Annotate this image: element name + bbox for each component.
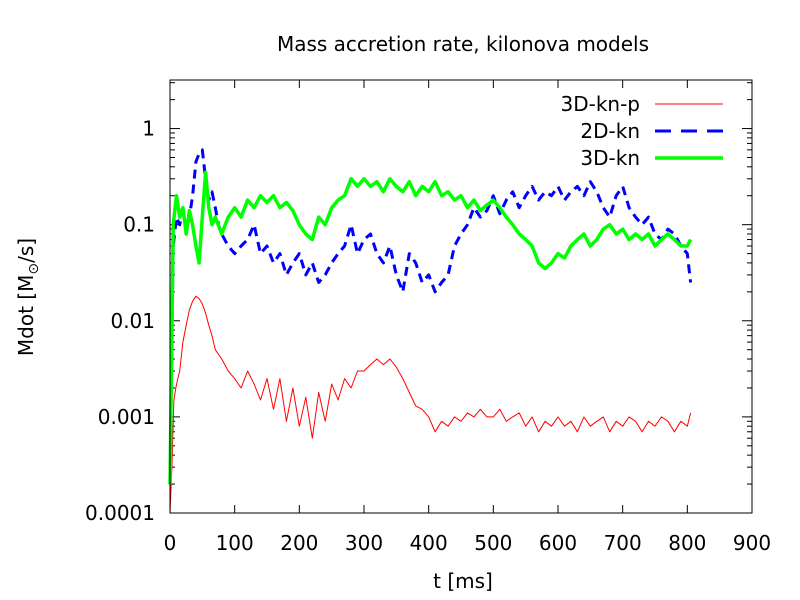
x-tick-label: 800 xyxy=(668,531,706,555)
x-tick-label: 100 xyxy=(216,531,254,555)
x-tick-label: 500 xyxy=(474,531,512,555)
y-axis-title-prefix: Mdot [M xyxy=(14,275,38,356)
x-axis-title: t [ms] xyxy=(433,569,493,593)
chart-title: Mass accretion rate, kilonova models xyxy=(277,32,649,56)
legend-label-3D-kn-p: 3D-kn-p xyxy=(560,92,640,116)
y-tick-label: 0.1 xyxy=(123,213,155,237)
legend-label-3D-kn: 3D-kn xyxy=(580,146,640,170)
series-line-3D-kn xyxy=(168,170,693,485)
x-axis: 0 100 200 300 400 500 600 700 800 900 xyxy=(164,531,771,555)
x-tick-label: 400 xyxy=(410,531,448,555)
x-tick-label: 0 xyxy=(164,531,177,555)
y-axis-title-suffix: /s] xyxy=(14,238,38,263)
y-tick-label: 1 xyxy=(142,117,155,141)
y-tick-label: 0.0001 xyxy=(85,501,155,525)
y-axis: 0.0001 0.001 0.01 0.1 1 xyxy=(85,117,155,525)
y-axis-title-sun-symbol: ⊙ xyxy=(26,263,42,275)
plot-frame xyxy=(169,79,753,514)
y-tick-label: 0.01 xyxy=(110,309,155,333)
y-tick-label: 0.001 xyxy=(98,405,155,429)
x-tick-label: 600 xyxy=(539,531,577,555)
legend-label-2D-kn: 2D-kn xyxy=(580,119,640,143)
x-tick-label: 200 xyxy=(280,531,318,555)
legend: 3D-kn-p 2D-kn 3D-kn xyxy=(560,92,723,170)
series-line-3D-kn-p xyxy=(169,295,692,514)
y-axis-title: Mdot [M⊙/s] xyxy=(14,238,42,356)
x-tick-label: 900 xyxy=(733,531,771,555)
x-tick-label: 300 xyxy=(345,531,383,555)
x-tick-label: 700 xyxy=(604,531,642,555)
plot-area xyxy=(168,148,693,514)
